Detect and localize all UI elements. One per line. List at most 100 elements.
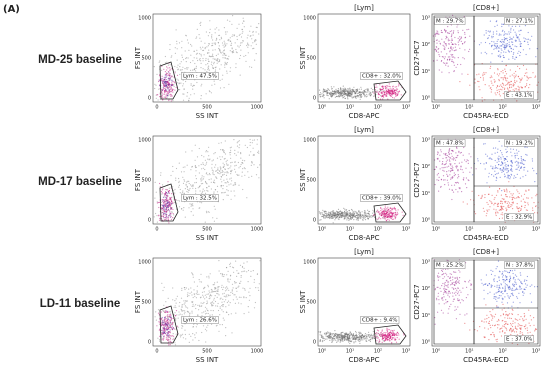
event-dot — [235, 303, 236, 304]
event-dot — [208, 276, 209, 277]
event-dot — [170, 316, 171, 317]
event-dot — [186, 287, 187, 288]
event-dot — [181, 328, 182, 329]
event-dot — [191, 83, 192, 84]
event-dot — [185, 334, 186, 335]
event-dot — [504, 49, 505, 50]
event-dot — [503, 24, 504, 25]
event-dot — [379, 339, 380, 340]
event-dot — [219, 156, 220, 157]
event-dot — [497, 162, 498, 163]
event-dot — [518, 76, 519, 77]
event-dot — [485, 168, 486, 169]
event-dot — [208, 147, 209, 148]
event-dot — [172, 339, 173, 340]
event-dot — [175, 318, 176, 319]
event-dot — [505, 194, 506, 195]
event-dot — [440, 168, 441, 169]
event-dot — [228, 295, 229, 296]
event-dot — [241, 36, 242, 37]
event-dot — [511, 87, 512, 88]
event-dot — [215, 29, 216, 30]
event-dot — [200, 98, 201, 99]
event-dot — [444, 63, 445, 64]
event-dot — [159, 329, 160, 330]
event-dot — [172, 217, 173, 218]
event-dot — [208, 313, 209, 314]
event-dot — [221, 285, 222, 286]
event-dot — [519, 82, 520, 83]
event-dot — [459, 81, 460, 82]
event-dot — [188, 192, 189, 193]
event-dot — [219, 314, 220, 315]
event-dot — [206, 71, 207, 72]
event-dot — [176, 310, 177, 311]
event-dot — [211, 305, 212, 306]
event-dot — [239, 46, 240, 47]
event-dot — [395, 217, 396, 218]
y-axis-label: CD27-PC7 — [413, 162, 421, 197]
event-dot — [491, 37, 492, 38]
event-dot — [184, 312, 185, 313]
event-dot — [168, 205, 169, 206]
event-dot — [386, 90, 387, 91]
event-dot — [200, 48, 201, 49]
event-dot — [442, 56, 443, 57]
event-dot — [247, 35, 248, 36]
event-dot — [203, 178, 204, 179]
event-dot — [174, 193, 175, 194]
event-dot — [497, 158, 498, 159]
event-dot — [221, 176, 222, 177]
event-dot — [445, 157, 446, 158]
event-dot — [167, 333, 168, 334]
event-dot — [217, 167, 218, 168]
event-dot — [481, 52, 482, 53]
event-dot — [165, 189, 166, 190]
event-dot — [201, 302, 202, 303]
event-dot — [170, 88, 171, 89]
event-dot — [253, 270, 254, 271]
event-dot — [514, 198, 515, 199]
event-dot — [160, 172, 161, 173]
x-axis-label: CD45RA-ECD — [463, 112, 509, 120]
event-dot — [453, 47, 454, 48]
event-dot — [166, 218, 167, 219]
event-dot — [230, 162, 231, 163]
event-dot — [323, 218, 324, 219]
event-dot — [191, 166, 192, 167]
event-dot — [167, 322, 168, 323]
event-dot — [223, 199, 224, 200]
event-dot — [398, 83, 399, 84]
event-dot — [194, 69, 195, 70]
event-dot — [445, 31, 446, 32]
event-dot — [196, 182, 197, 183]
event-dot — [216, 39, 217, 40]
event-dot — [501, 152, 502, 153]
event-dot — [183, 179, 184, 180]
event-dot — [328, 335, 329, 336]
event-dot — [393, 93, 394, 94]
event-dot — [525, 25, 526, 26]
event-dot — [192, 208, 193, 209]
event-dot — [515, 26, 516, 27]
event-dot — [444, 164, 445, 165]
plot-frame — [432, 14, 540, 102]
event-dot — [221, 185, 222, 186]
event-dot — [509, 39, 510, 40]
event-dot — [457, 177, 458, 178]
event-dot — [391, 213, 392, 214]
event-dot — [525, 38, 526, 39]
event-dot — [205, 313, 206, 314]
event-dot — [155, 316, 156, 317]
event-dot — [452, 167, 453, 168]
event-dot — [200, 297, 201, 298]
event-dot — [513, 178, 514, 179]
event-dot — [378, 337, 379, 338]
event-dot — [504, 189, 505, 190]
event-dot — [181, 298, 182, 299]
event-dot — [468, 29, 469, 30]
event-dot — [344, 91, 345, 92]
event-dot — [229, 167, 230, 168]
event-dot — [254, 307, 255, 308]
event-dot — [392, 216, 393, 217]
